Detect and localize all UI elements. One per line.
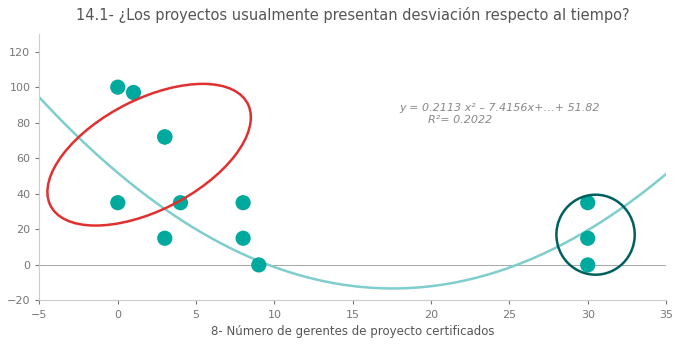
Point (582, 236, 593, 241)
X-axis label: 8- Número de gerentes de proyecto certificados: 8- Número de gerentes de proyecto certif… (211, 325, 494, 338)
Point (159, 134, 170, 140)
Text: y = 0.2113 x² – 7.4156x+…+ 51.82
        R²= 0.2022: y = 0.2113 x² – 7.4156x+…+ 51.82 R²= 0.2… (400, 103, 600, 125)
Point (238, 236, 249, 241)
Point (582, 200, 593, 206)
Point (112, 85, 123, 90)
Title: 14.1- ¿Los proyectos usualmente presentan desviación respecto al tiempo?: 14.1- ¿Los proyectos usualmente presenta… (76, 7, 630, 23)
Point (159, 236, 170, 241)
Point (254, 262, 265, 268)
Point (112, 200, 123, 206)
Point (128, 90, 139, 95)
Point (582, 262, 593, 268)
Point (175, 200, 186, 206)
Point (238, 200, 249, 206)
Point (159, 134, 170, 140)
